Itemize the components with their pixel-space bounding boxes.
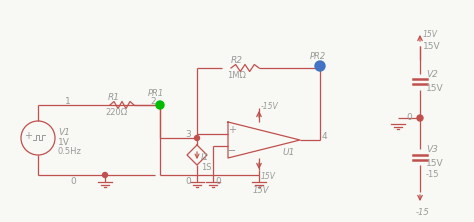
Text: 1V: 1V	[58, 138, 70, 147]
Text: R1: R1	[108, 93, 120, 102]
Text: 220Ω: 220Ω	[105, 108, 127, 117]
Circle shape	[417, 115, 423, 121]
Text: −: −	[228, 146, 237, 156]
Text: 0: 0	[70, 177, 76, 186]
Text: 3: 3	[185, 130, 191, 139]
Text: 15V: 15V	[423, 30, 438, 39]
Text: PR1: PR1	[148, 89, 164, 98]
Text: 0: 0	[406, 113, 412, 122]
Text: 4: 4	[322, 132, 328, 141]
Text: 15V: 15V	[253, 186, 270, 195]
Text: I1: I1	[201, 153, 210, 162]
Text: V3: V3	[426, 145, 438, 154]
Text: +: +	[24, 131, 32, 141]
Text: 1MΩ: 1MΩ	[227, 71, 246, 80]
Text: 0: 0	[215, 177, 221, 186]
Text: V2: V2	[426, 70, 438, 79]
Circle shape	[102, 172, 108, 178]
Text: PR2: PR2	[310, 52, 326, 61]
Text: 0: 0	[185, 177, 191, 186]
Text: 15V: 15V	[426, 84, 444, 93]
Text: 15V: 15V	[423, 42, 441, 51]
Text: V1: V1	[58, 128, 70, 137]
Circle shape	[156, 101, 164, 109]
Text: 15V: 15V	[426, 159, 444, 168]
Text: -15V: -15V	[261, 102, 279, 111]
Text: +: +	[228, 125, 236, 135]
Circle shape	[315, 61, 325, 71]
Text: -15: -15	[426, 170, 439, 179]
Text: -15: -15	[416, 208, 430, 217]
Circle shape	[194, 135, 200, 141]
Text: U1: U1	[282, 148, 294, 157]
Text: 1S: 1S	[201, 163, 211, 172]
Text: R2: R2	[231, 56, 243, 65]
Text: 1: 1	[65, 97, 71, 106]
Text: 15V: 15V	[261, 172, 276, 181]
Text: 0.5Hz: 0.5Hz	[58, 147, 82, 156]
Text: 2: 2	[150, 97, 155, 106]
